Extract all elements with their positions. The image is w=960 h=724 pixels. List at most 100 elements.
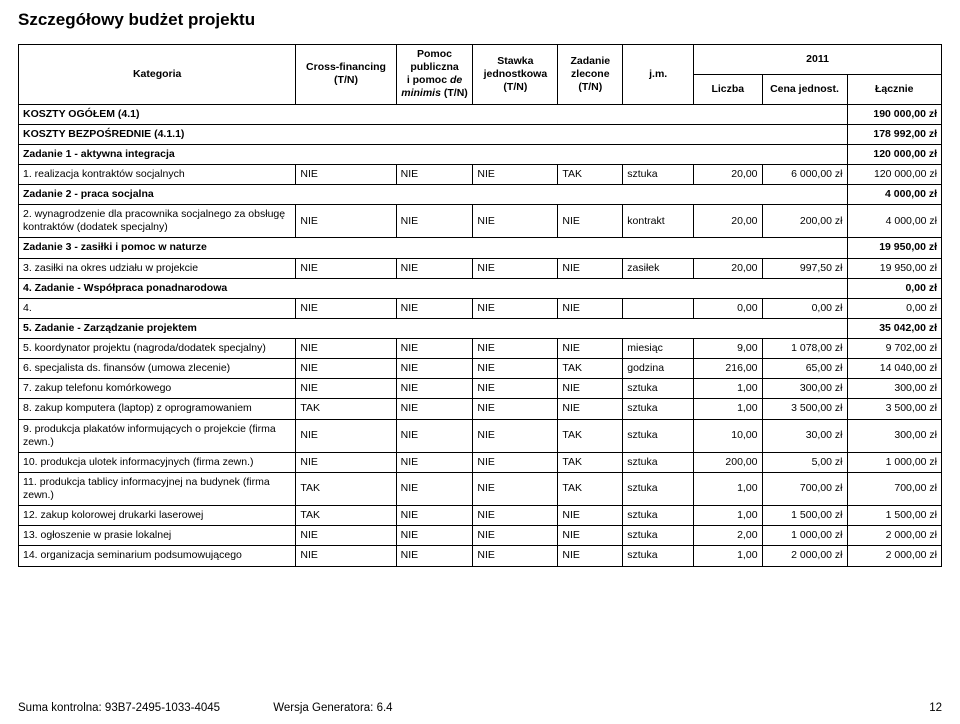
- cell-tot: 14 040,00 zł: [847, 359, 942, 379]
- cell-cena: 700,00 zł: [762, 472, 847, 505]
- cell-c1: NIE: [296, 258, 396, 278]
- cell-liczba: 1,00: [694, 472, 762, 505]
- cell-cena: 1 078,00 zł: [762, 339, 847, 359]
- header-row-1: Kategoria Cross-financing (T/N) Pomoc pu…: [19, 45, 942, 75]
- cell-label: 3. zasiłki na okres udziału w projekcie: [19, 258, 296, 278]
- cell-c1: NIE: [296, 359, 396, 379]
- cell-c1: NIE: [296, 379, 396, 399]
- th-jm: j.m.: [623, 45, 694, 105]
- cell-c2: NIE: [396, 258, 473, 278]
- table-row: 1. realizacja kontraktów socjalnych NIE …: [19, 164, 942, 184]
- cell-label: 6. specjalista ds. finansów (umowa zlece…: [19, 359, 296, 379]
- cell-label: KOSZTY OGÓŁEM (4.1): [19, 104, 848, 124]
- cell-cena: 200,00 zł: [762, 205, 847, 238]
- budget-table: Kategoria Cross-financing (T/N) Pomoc pu…: [18, 44, 942, 567]
- cell-c2: NIE: [396, 339, 473, 359]
- cell-label: 4. Zadanie - Współpraca ponadnarodowa: [19, 278, 848, 298]
- cell-label: 1. realizacja kontraktów socjalnych: [19, 164, 296, 184]
- cell-total: 35 042,00 zł: [847, 318, 942, 338]
- page-footer: Suma kontrolna: 93B7-2495-1033-4045 Wers…: [18, 702, 942, 714]
- cell-tot: 300,00 zł: [847, 419, 942, 452]
- cell-c4: TAK: [558, 164, 623, 184]
- cell-jm: kontrakt: [623, 205, 694, 238]
- table-row: 7. zakup telefonu komórkowego NIE NIE NI…: [19, 379, 942, 399]
- cell-cena: 1 000,00 zł: [762, 526, 847, 546]
- table-row: 8. zakup komputera (laptop) z oprogramow…: [19, 399, 942, 419]
- cell-jm: sztuka: [623, 399, 694, 419]
- cell-tot: 1 500,00 zł: [847, 506, 942, 526]
- cell-c1: TAK: [296, 506, 396, 526]
- cell-liczba: 1,00: [694, 506, 762, 526]
- cell-c3: NIE: [473, 164, 558, 184]
- cell-jm: sztuka: [623, 419, 694, 452]
- cell-jm: godzina: [623, 359, 694, 379]
- cell-c2: NIE: [396, 164, 473, 184]
- cell-c4: NIE: [558, 526, 623, 546]
- cell-c3: NIE: [473, 205, 558, 238]
- cell-tot: 4 000,00 zł: [847, 205, 942, 238]
- cell-c3: NIE: [473, 526, 558, 546]
- cell-c2: NIE: [396, 526, 473, 546]
- cell-cena: 300,00 zł: [762, 379, 847, 399]
- cell-c1: NIE: [296, 452, 396, 472]
- cell-cena: 6 000,00 zł: [762, 164, 847, 184]
- cell-label: 8. zakup komputera (laptop) z oprogramow…: [19, 399, 296, 419]
- cell-c3: NIE: [473, 339, 558, 359]
- cell-liczba: 10,00: [694, 419, 762, 452]
- cell-label: 5. Zadanie - Zarządzanie projektem: [19, 318, 848, 338]
- cell-tot: 3 500,00 zł: [847, 399, 942, 419]
- cell-liczba: 20,00: [694, 164, 762, 184]
- cell-c1: NIE: [296, 205, 396, 238]
- cell-jm: sztuka: [623, 379, 694, 399]
- cell-c2: NIE: [396, 472, 473, 505]
- cell-c1: NIE: [296, 526, 396, 546]
- th-cross: Cross-financing (T/N): [296, 45, 396, 105]
- cell-c2: NIE: [396, 452, 473, 472]
- cell-c3: NIE: [473, 379, 558, 399]
- cell-c2: NIE: [396, 379, 473, 399]
- cell-jm: miesiąc: [623, 339, 694, 359]
- cell-liczba: 200,00: [694, 452, 762, 472]
- cell-liczba: 20,00: [694, 258, 762, 278]
- cell-c3: NIE: [473, 472, 558, 505]
- cell-c1: NIE: [296, 164, 396, 184]
- th-year: 2011: [694, 45, 942, 75]
- th-cena: Cena jednost.: [762, 74, 847, 104]
- cell-total: 0,00 zł: [847, 278, 942, 298]
- cell-c2: NIE: [396, 419, 473, 452]
- cell-cena: 3 500,00 zł: [762, 399, 847, 419]
- page-title: Szczegółowy budżet projektu: [18, 10, 942, 30]
- cell-c2: NIE: [396, 359, 473, 379]
- cell-c1: NIE: [296, 298, 396, 318]
- cell-total: 190 000,00 zł: [847, 104, 942, 124]
- table-row: 5. koordynator projektu (nagroda/dodatek…: [19, 339, 942, 359]
- section-zadanie-3: Zadanie 3 - zasiłki i pomoc w naturze 19…: [19, 238, 942, 258]
- section-zadanie-5: 5. Zadanie - Zarządzanie projektem 35 04…: [19, 318, 942, 338]
- table-row: 9. produkcja plakatów informujących o pr…: [19, 419, 942, 452]
- cell-tot: 9 702,00 zł: [847, 339, 942, 359]
- cell-label: Zadanie 1 - aktywna integracja: [19, 144, 848, 164]
- cell-c1: TAK: [296, 472, 396, 505]
- cell-c3: NIE: [473, 359, 558, 379]
- cell-c3: NIE: [473, 419, 558, 452]
- cell-c1: NIE: [296, 339, 396, 359]
- cell-c4: NIE: [558, 399, 623, 419]
- cell-jm: sztuka: [623, 506, 694, 526]
- th-zadanie: Zadanie zlecone (T/N): [558, 45, 623, 105]
- table-row: 6. specjalista ds. finansów (umowa zlece…: [19, 359, 942, 379]
- cell-jm: sztuka: [623, 472, 694, 505]
- cell-liczba: 1,00: [694, 379, 762, 399]
- table-row: 12. zakup kolorowej drukarki laserowej T…: [19, 506, 942, 526]
- cell-jm: sztuka: [623, 452, 694, 472]
- cell-c3: NIE: [473, 452, 558, 472]
- table-row: 4. NIE NIE NIE NIE 0,00 0,00 zł 0,00 zł: [19, 298, 942, 318]
- footer-wersja: Wersja Generatora: 6.4: [273, 702, 392, 714]
- cell-tot: 1 000,00 zł: [847, 452, 942, 472]
- cell-c4: TAK: [558, 472, 623, 505]
- cell-label: 7. zakup telefonu komórkowego: [19, 379, 296, 399]
- cell-cena: 0,00 zł: [762, 298, 847, 318]
- cell-total: 4 000,00 zł: [847, 185, 942, 205]
- th-liczba: Liczba: [694, 74, 762, 104]
- cell-c1: NIE: [296, 419, 396, 452]
- th-lacznie: Łącznie: [847, 74, 942, 104]
